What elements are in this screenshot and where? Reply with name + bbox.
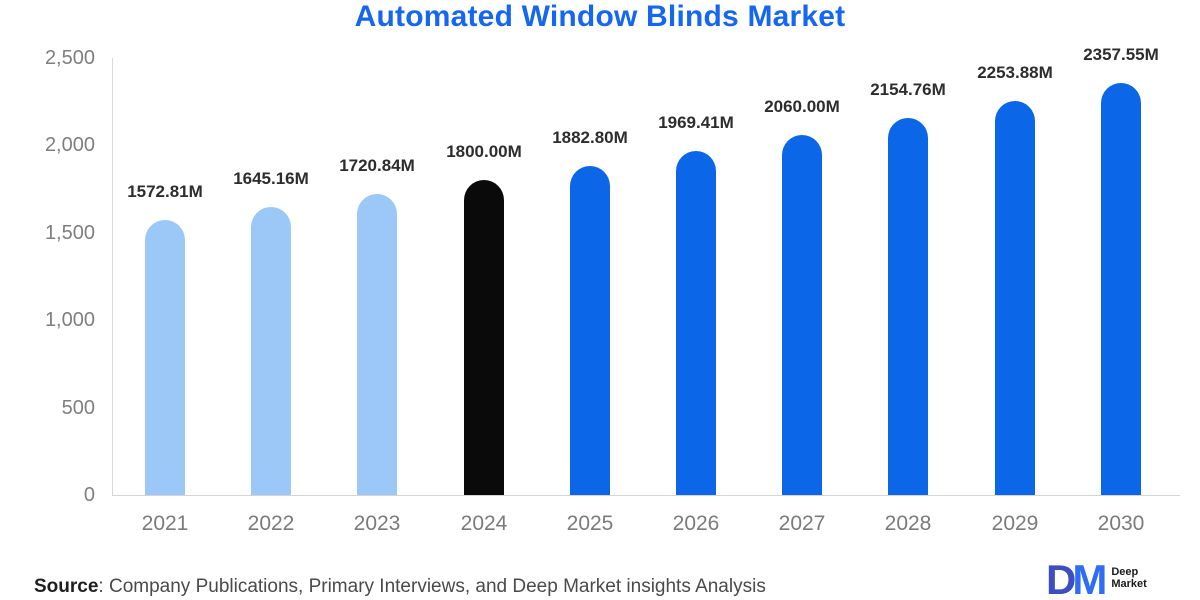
bar-value-label: 1720.84M [339,156,415,175]
bar-2023 [357,194,397,495]
logo-letter-m: M [1072,556,1107,600]
bar-value-label: 2357.55M [1083,45,1159,64]
logo-letter-d: D [1046,556,1076,600]
bar-2022 [251,207,291,495]
x-axis-tick: 2029 [991,512,1039,535]
y-axis-tick: 1,500 [44,221,95,244]
bar-value-label: 1882.80M [552,128,628,147]
bar-value-label: 1969.41M [658,113,734,132]
x-axis-line [112,495,1180,496]
logo-wordmark: Deep Market [1111,566,1146,590]
bar-2025 [570,166,610,495]
x-axis-tick: 2026 [672,512,720,535]
x-axis-tick: 2027 [778,512,826,535]
y-axis-tick: 2,500 [44,47,95,69]
bar-value-label: 2253.88M [977,63,1053,82]
bar-2029 [995,101,1035,495]
bar-value-label: 1645.16M [233,169,309,188]
deep-market-logo: DM Deep Market [1046,559,1147,600]
bar-2027 [782,135,822,495]
bar-value-label: 1800.00M [446,142,522,161]
y-axis-tick: 500 [61,396,95,419]
logo-word-line1: Deep [1111,566,1139,578]
x-axis-tick: 2025 [566,512,614,535]
source-label: Source [34,576,99,597]
x-axis-tick: 2030 [1097,512,1145,535]
logo-word-line2: Market [1111,578,1147,590]
bar-value-label: 2060.00M [764,97,840,116]
source-text: : Company Publications, Primary Intervie… [98,576,766,597]
y-axis-tick: 2,000 [44,134,95,157]
y-axis-tick: 0 [83,484,95,506]
bar-2024 [464,180,504,495]
y-axis-tick: 1,000 [44,309,95,332]
bar-2030 [1101,83,1141,495]
chart-title: Automated Window Blinds Market [354,0,846,33]
bar-2021 [145,220,185,495]
x-axis-tick: 2022 [247,512,295,535]
x-axis-tick: 2023 [353,512,401,535]
logo-monogram: DM [1046,559,1107,600]
x-axis-tick: 2021 [141,512,189,535]
y-axis-line [112,58,113,495]
x-axis-tick: 2028 [884,512,932,535]
x-axis-tick: 2024 [460,512,508,535]
bar-2026 [676,151,716,495]
bar-value-label: 2154.76M [870,80,946,99]
bar-2028 [888,118,928,495]
bar-value-label: 1572.81M [127,182,203,201]
source-line: Source: Company Publications, Primary In… [34,576,766,598]
